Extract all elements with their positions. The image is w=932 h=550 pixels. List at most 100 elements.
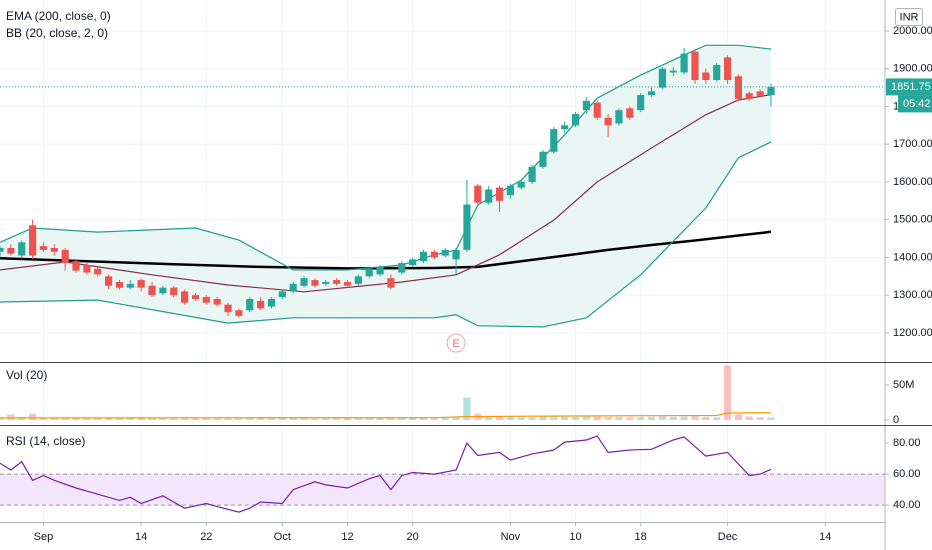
candle-body xyxy=(528,166,536,182)
volume-bar xyxy=(571,416,580,421)
candle-body xyxy=(506,185,514,196)
volume-bar xyxy=(561,416,569,421)
volume-bar xyxy=(191,418,200,421)
candle-body xyxy=(571,113,580,126)
volume-bar xyxy=(300,417,308,421)
candle-body xyxy=(83,264,91,273)
candle-body xyxy=(647,91,656,96)
y-tick-label: 40.00 xyxy=(893,499,921,511)
volume-bar xyxy=(506,416,514,421)
candle-body xyxy=(39,246,48,250)
candle-body xyxy=(626,108,634,118)
y-tick-label: 1500.00 xyxy=(893,214,932,226)
volume-bar xyxy=(756,417,764,421)
candle-body xyxy=(419,251,428,262)
volume-ma xyxy=(0,412,772,419)
volume-bar xyxy=(213,417,221,421)
candle-body xyxy=(582,100,590,111)
legend-ema: EMA (200, close, 0) xyxy=(6,9,111,23)
volume-bar xyxy=(485,415,493,421)
candle-body xyxy=(311,280,319,286)
y-tick-label: 1700.00 xyxy=(893,138,932,150)
x-tick-label: 12 xyxy=(341,531,353,543)
candle-body xyxy=(213,298,221,305)
volume-bar xyxy=(582,416,590,421)
volume-bar xyxy=(604,417,612,421)
y-tick-label: 80.00 xyxy=(893,437,921,449)
candle-body xyxy=(191,295,200,299)
price-label: 1851.75 xyxy=(891,81,931,93)
x-tick-label: 10 xyxy=(569,531,581,543)
candle-body xyxy=(539,151,547,167)
candle-body xyxy=(658,68,666,88)
candle-body xyxy=(593,102,601,118)
candle-body xyxy=(485,189,493,203)
x-tick-label: 22 xyxy=(200,531,212,543)
x-tick-label: Nov xyxy=(501,531,521,543)
volume-bar xyxy=(115,418,124,421)
candle-body xyxy=(680,53,688,73)
volume-bar xyxy=(50,418,58,421)
volume-bar xyxy=(702,417,710,421)
legend-bb: BB (20, close, 2, 0) xyxy=(6,26,108,40)
currency-box xyxy=(895,8,923,26)
candle-body xyxy=(235,310,243,316)
candle-body xyxy=(115,281,124,288)
candle-body xyxy=(18,242,26,256)
volume-bar xyxy=(83,418,91,421)
candle-body xyxy=(756,91,764,96)
volume-bar xyxy=(18,417,26,421)
volume-bar xyxy=(148,418,156,421)
candle-body xyxy=(224,304,232,313)
x-tick-label: Sep xyxy=(34,531,54,543)
volume-bar xyxy=(39,417,48,421)
candle-body xyxy=(702,72,710,81)
x-tick-label: Oct xyxy=(274,531,291,543)
volume-bar xyxy=(615,416,623,421)
volume-bar xyxy=(441,417,449,421)
volume-bar xyxy=(680,416,688,421)
candle-body xyxy=(637,95,645,111)
candle-body xyxy=(300,278,308,286)
x-tick-label: 14 xyxy=(819,531,831,543)
candle-body xyxy=(72,261,80,271)
candle-body xyxy=(343,281,352,286)
volume-bar xyxy=(723,365,732,421)
candle-body xyxy=(430,251,438,258)
volume-bar xyxy=(72,418,80,421)
volume-bar xyxy=(626,417,634,421)
candle-body xyxy=(561,125,569,130)
candle-body xyxy=(463,204,471,250)
y-tick-label: 1900.00 xyxy=(893,63,932,75)
candle-body xyxy=(723,57,732,81)
candle-body xyxy=(669,70,677,73)
volume-bar xyxy=(658,416,666,421)
volume-bar xyxy=(647,416,656,421)
countdown-box xyxy=(898,95,932,113)
candle-body xyxy=(94,268,102,275)
countdown-label: 05:42 xyxy=(903,98,931,110)
candle-body xyxy=(495,187,504,201)
candle-body xyxy=(257,300,265,309)
volume-bar xyxy=(278,417,286,421)
volume-pane xyxy=(0,365,775,421)
candle-body xyxy=(137,280,145,288)
volume-bar xyxy=(137,417,145,421)
candle-body xyxy=(604,117,612,126)
candle-body xyxy=(745,93,753,99)
candle-body xyxy=(474,185,482,203)
rsi-title: RSI (14, close) xyxy=(6,434,85,448)
volume-bar xyxy=(246,417,254,421)
volume-bar xyxy=(354,418,362,421)
volume-bar xyxy=(289,418,297,421)
volume-bar xyxy=(398,417,406,421)
volume-bar xyxy=(61,417,69,421)
y-tick-label: 1300.00 xyxy=(893,289,932,301)
candle-body xyxy=(713,64,721,81)
volume-bar xyxy=(691,416,699,421)
volume-bar xyxy=(224,417,232,421)
volume-bar xyxy=(419,417,428,421)
volume-bar xyxy=(528,417,536,421)
volume-bar xyxy=(0,417,4,421)
